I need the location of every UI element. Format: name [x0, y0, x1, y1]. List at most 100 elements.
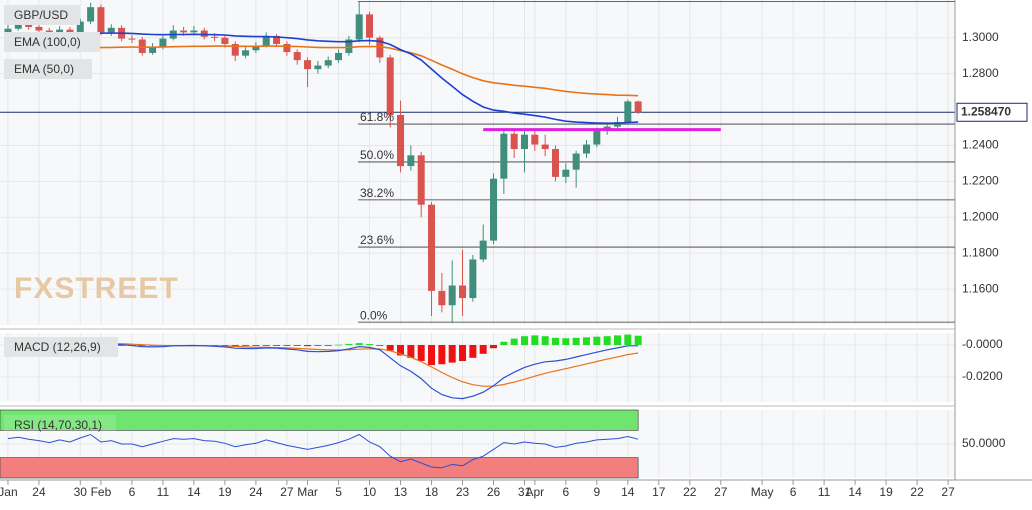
histogram-bar: [335, 344, 343, 346]
histogram-bar: [541, 336, 549, 346]
candle-body: [14, 24, 22, 29]
candle-body: [231, 43, 239, 56]
histogram-bar: [355, 343, 363, 346]
x-tick-label: 14: [621, 485, 635, 499]
histogram-bar: [572, 337, 580, 346]
legend-entry: EMA (100,0): [14, 35, 81, 49]
x-tick-label: Feb: [91, 485, 112, 499]
candle-body: [593, 129, 601, 145]
histogram-bar: [459, 345, 467, 362]
candle-body: [448, 285, 456, 306]
histogram-bar: [397, 345, 405, 356]
y-tick-label: 1.2000: [962, 209, 999, 223]
x-tick-label: 19: [218, 485, 232, 499]
x-tick-label: 11: [157, 485, 170, 499]
fib-label: 0.0%: [360, 308, 388, 322]
candle-body: [314, 65, 322, 70]
candle-body: [211, 36, 219, 38]
histogram-bar: [283, 345, 291, 346]
symbol-label: GBP/USD: [14, 8, 68, 22]
histogram-bar: [490, 345, 498, 349]
x-tick-label: 14: [187, 485, 201, 499]
x-tick-label: 9: [593, 485, 600, 499]
histogram-bar: [551, 337, 559, 346]
candle-body: [531, 134, 539, 145]
candle-body: [128, 38, 136, 40]
x-tick-label: 27: [941, 485, 955, 499]
candle-body: [459, 285, 467, 299]
x-tick-label: 22: [683, 485, 697, 499]
candle-body: [407, 155, 415, 167]
candle-body: [345, 39, 353, 53]
candle-body: [603, 126, 611, 130]
histogram-bar: [242, 345, 250, 346]
candle-body: [624, 101, 632, 123]
x-tick-label: 6: [129, 485, 136, 499]
candle-body: [510, 133, 518, 150]
histogram-bar: [510, 338, 518, 346]
fib-label: 23.6%: [360, 233, 394, 247]
candle-body: [562, 169, 570, 177]
histogram-bar: [624, 334, 632, 346]
legend: GBP/USD EMA (100,0) EMA (50,0) MACD (12,…: [4, 5, 118, 357]
x-tick-label: Apr: [525, 485, 544, 499]
candle-body: [335, 52, 343, 61]
histogram-bar: [262, 345, 270, 346]
candle-body: [479, 240, 487, 260]
histogram-bar: [531, 335, 539, 346]
candle-body: [397, 114, 405, 167]
candle-body: [138, 39, 146, 53]
candle-body: [428, 204, 436, 291]
x-tick-label: 19: [879, 485, 893, 499]
histogram-bar: [428, 345, 436, 366]
candle-body: [242, 50, 250, 56]
candle-body: [76, 21, 84, 38]
histogram-bar: [252, 345, 260, 346]
fib-label: 100.0%: [360, 0, 401, 2]
candle-body: [438, 290, 446, 306]
candle-body: [4, 28, 12, 33]
x-tick-label: 18: [425, 485, 439, 499]
price-pane: [0, 0, 955, 325]
macd-pane: [0, 333, 955, 402]
histogram-bar: [582, 337, 590, 346]
histogram-bar: [324, 345, 332, 346]
x-tick-label: Mar: [297, 485, 318, 499]
ema-line: [7, 45, 639, 97]
candle-body: [200, 30, 208, 37]
histogram-bar: [448, 345, 456, 363]
histogram-bar: [500, 341, 508, 346]
x-tick-label: Jan: [0, 485, 18, 499]
histogram-bar: [314, 345, 322, 346]
watermark: FXSTREET: [14, 272, 179, 305]
x-tick-label: 6: [562, 485, 569, 499]
x-tick-label: 27: [280, 485, 294, 499]
candle-body: [25, 24, 33, 27]
x-tick-label: 10: [363, 485, 377, 499]
candle-body: [262, 35, 270, 46]
histogram-bar: [231, 345, 239, 346]
histogram-bar: [417, 345, 425, 362]
candle-body: [283, 43, 291, 53]
candle-body: [304, 60, 312, 70]
candle-body: [521, 134, 529, 150]
y-tick-label: 1.2200: [962, 174, 999, 188]
x-tick-label: 5: [335, 485, 342, 499]
price-tag-label: 1.258470: [961, 104, 1011, 118]
candle-body: [190, 30, 198, 33]
candle-body: [613, 122, 621, 127]
histogram-bar: [376, 345, 384, 346]
ema-line: [7, 32, 639, 124]
candle-body: [87, 7, 95, 22]
candle-body: [97, 7, 105, 33]
fib-label: 61.8%: [360, 110, 394, 124]
x-tick-label: 14: [848, 485, 862, 499]
x-tick-label: 17: [652, 485, 666, 499]
histogram-bar: [521, 336, 529, 346]
y-tick-label: -0.0000: [962, 337, 1003, 351]
x-tick-label: 11: [818, 485, 831, 499]
candle-body: [35, 26, 43, 31]
x-tick-label: 27: [714, 485, 728, 499]
histogram-bar: [386, 345, 394, 351]
